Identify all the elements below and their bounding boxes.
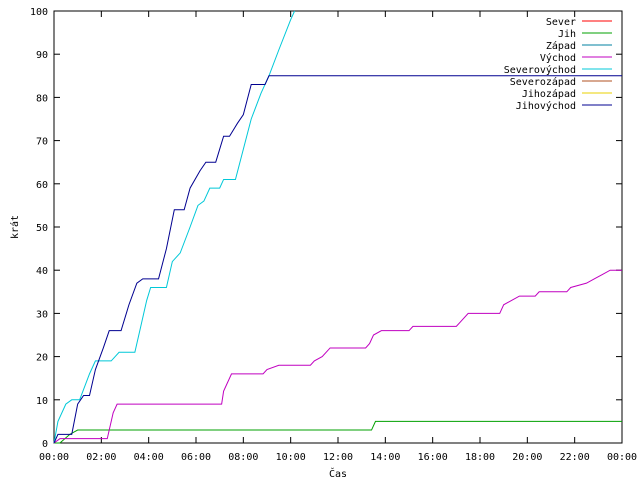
y-tick-label: 80: [36, 93, 48, 104]
series-line-1: [54, 420, 622, 444]
y-tick-label: 90: [36, 50, 48, 61]
y-tick-label: 100: [30, 7, 48, 18]
x-tick-label: 02:00: [86, 452, 116, 463]
x-tick-label: 00:00: [39, 452, 69, 463]
x-tick-label: 12:00: [323, 452, 353, 463]
y-tick-label: 10: [36, 396, 48, 407]
series-line-7: [53, 75, 622, 444]
y-tick-label: 50: [36, 223, 48, 234]
x-tick-label: 08:00: [228, 452, 258, 463]
legend-label: Jihozápad: [522, 88, 576, 100]
x-tick-label: 04:00: [134, 452, 164, 463]
y-tick-label: 40: [36, 266, 48, 277]
x-axis-label: Čas: [329, 467, 347, 480]
series-lines: [53, 10, 622, 444]
y-tick-label: 20: [36, 353, 48, 364]
x-tick-label: 16:00: [418, 452, 448, 463]
series-line-4: [53, 10, 296, 444]
x-tick-label: 10:00: [276, 452, 306, 463]
x-tick-label: 22:00: [560, 452, 590, 463]
legend-label: Západ: [546, 40, 576, 52]
x-tick-label: 18:00: [465, 452, 495, 463]
x-tick-label: 06:00: [181, 452, 211, 463]
y-tick-label: 0: [42, 439, 48, 450]
y-tick-label: 30: [36, 309, 48, 320]
x-tick-label: 14:00: [370, 452, 400, 463]
legend-label: Jih: [558, 29, 576, 40]
y-axis-label: krát: [9, 215, 21, 239]
legend-label: Severozápad: [510, 76, 576, 88]
y-tick-label: 60: [36, 180, 48, 191]
legend-label: Východ: [540, 52, 576, 64]
x-tick-label: 00:00: [607, 452, 637, 463]
x-tick-label: 20:00: [512, 452, 542, 463]
x-axis: 00:00 02:00 04:00 06:00 08:00 10:00 12:00 14:00…: [39, 11, 637, 463]
legend-label: Jihovýchod: [516, 100, 576, 112]
series-line-3: [53, 269, 622, 444]
legend-label: Sever: [546, 17, 576, 28]
y-tick-label: 70: [36, 137, 48, 148]
legend-label: Severovýchod: [504, 64, 576, 76]
legend: SeverJihZápadVýchodSeverovýchodSeverozáp…: [504, 17, 612, 112]
